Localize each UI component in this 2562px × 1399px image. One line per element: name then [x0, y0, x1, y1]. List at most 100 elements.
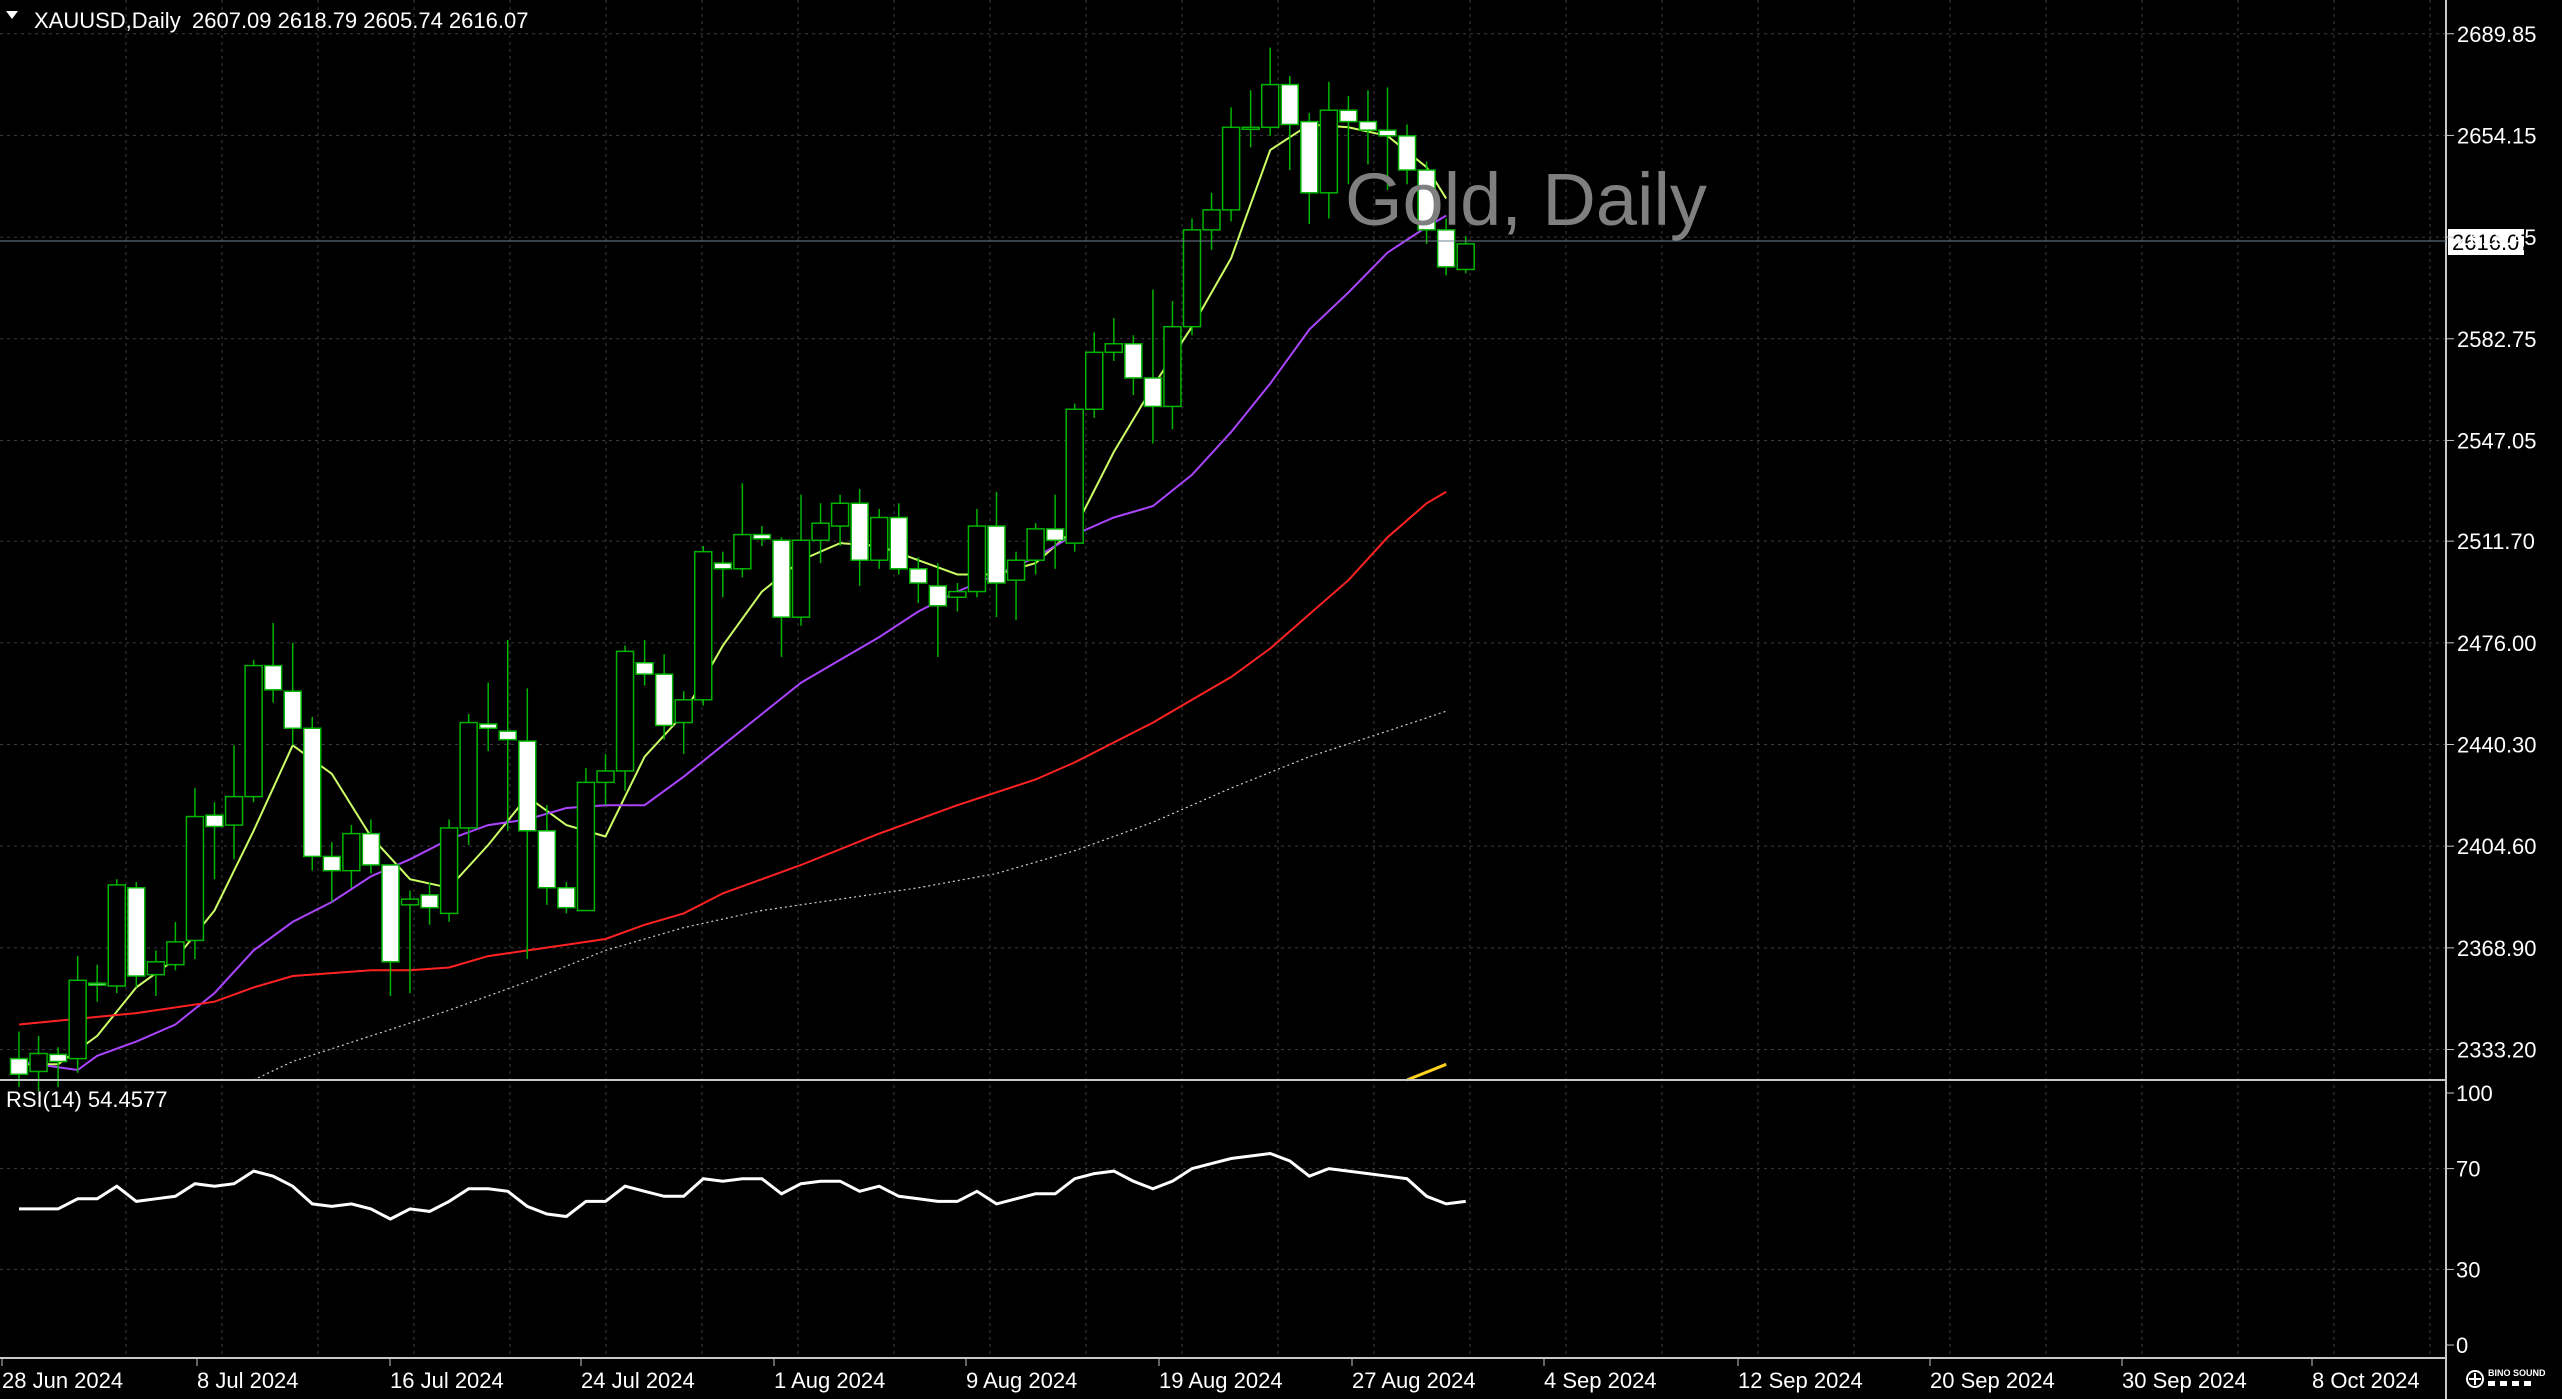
candle-body	[830, 502, 850, 527]
candle-body	[1378, 129, 1397, 137]
candle-body	[1163, 325, 1182, 408]
date-tick-label: 24 Jul 2024	[581, 1368, 695, 1393]
moving-average-ma5	[19, 123, 1448, 1066]
date-tick-label: 8 Jul 2024	[197, 1368, 299, 1393]
date-tick-label: 19 Aug 2024	[1159, 1368, 1283, 1393]
rsi-indicator	[19, 1151, 1466, 1221]
price-tick-label: 2476.00	[2457, 631, 2537, 656]
price-tick-label: 2618.45	[2457, 225, 2537, 250]
candle-body	[146, 961, 166, 976]
date-tick-label: 27 Aug 2024	[1352, 1368, 1476, 1393]
candle-body	[1124, 343, 1143, 379]
candle-body	[694, 550, 713, 701]
price-tick-label: 2511.70	[2457, 529, 2535, 554]
candle-body	[1143, 377, 1163, 408]
current-price-box	[2448, 229, 2524, 255]
rsi-tick-label: 70	[2456, 1157, 2480, 1182]
date-tick-label: 12 Sep 2024	[1738, 1368, 1863, 1393]
candle-body	[654, 673, 674, 727]
moving-average-ma100	[253, 710, 1447, 1081]
candle-body	[1182, 229, 1202, 328]
rsi-tick-label: 100	[2456, 1081, 2493, 1106]
candle-body	[185, 815, 205, 942]
grid-lines	[0, 0, 2446, 1358]
date-tick-label: 4 Sep 2024	[1544, 1368, 1657, 1393]
candle-body	[127, 887, 146, 977]
candle-body	[967, 525, 987, 593]
price-axis[interactable]: 2689.85 2654.15 2618.45 2582.75 2547.05 2511.…	[2446, 22, 2537, 1063]
price-tick-label: 2547.05	[2457, 428, 2537, 453]
candle-body	[459, 721, 478, 829]
candle-body	[811, 522, 830, 542]
candle-body	[1221, 126, 1241, 211]
candle-body	[420, 894, 439, 909]
price-tick-label: 2440.30	[2457, 732, 2537, 757]
candle-body	[1397, 135, 1417, 171]
price-tick-label: 2368.90	[2457, 936, 2537, 961]
candle-body	[68, 979, 87, 1060]
candle-body	[557, 887, 576, 909]
candle-body	[224, 795, 244, 826]
candle-body	[791, 539, 811, 618]
candle-body	[342, 832, 361, 872]
candle-body	[498, 730, 517, 741]
candle-body	[576, 781, 596, 912]
candle-body	[1085, 351, 1104, 411]
rsi-line	[19, 1151, 1466, 1221]
candle-body	[1436, 229, 1456, 268]
candle-body	[1300, 120, 1319, 194]
candle-body	[1241, 126, 1260, 131]
candle-body	[1319, 109, 1339, 194]
date-tick-label: 16 Jul 2024	[390, 1368, 504, 1393]
triangle-down-icon[interactable]	[6, 11, 18, 19]
candle-body	[439, 827, 459, 915]
candle-body	[1339, 109, 1358, 123]
candle-body	[518, 740, 537, 832]
candle-body	[1358, 120, 1378, 131]
candle-body	[1456, 243, 1475, 271]
date-tick-label: 9 Aug 2024	[966, 1368, 1077, 1393]
chart-watermark: Gold, Daily	[1345, 158, 1707, 241]
price-tick-label: 2404.60	[2457, 834, 2537, 859]
candle-body	[1202, 209, 1221, 231]
candle-body	[9, 1057, 29, 1076]
moving-average-ma200	[1406, 1062, 1447, 1082]
candle-body	[1417, 169, 1436, 231]
candle-body	[928, 585, 948, 607]
candle-body	[1104, 343, 1124, 354]
date-axis[interactable]: 28 Jun 2024 8 Jul 2024 16 Jul 2024 24 Jul 2…	[1, 1358, 2420, 1393]
candle-body	[322, 855, 342, 872]
candle-body	[909, 568, 928, 584]
candle-body	[596, 770, 615, 784]
price-tick-label: 2689.85	[2457, 22, 2537, 47]
candle-body	[205, 814, 224, 828]
rsi-tick-label: 30	[2456, 1257, 2480, 1282]
candle-body	[400, 898, 420, 906]
logo-text: BINO SOUND	[2488, 1368, 2546, 1378]
candle-body	[869, 516, 889, 561]
candle-body	[107, 884, 126, 987]
candle-body	[48, 1053, 68, 1063]
candle-body	[850, 502, 869, 561]
candle-body	[29, 1052, 48, 1073]
candle-body	[889, 516, 908, 570]
candle-body	[1065, 408, 1084, 544]
candle-body	[752, 533, 772, 540]
candle-body	[733, 533, 752, 570]
candle-body	[478, 723, 498, 730]
candle-body	[283, 690, 302, 730]
rsi-axis: 100 70 30 0	[2446, 1081, 2493, 1358]
candle-body	[713, 562, 733, 570]
date-tick-label: 8 Oct 2024	[2312, 1368, 2420, 1393]
date-tick-label: 30 Sep 2024	[2122, 1368, 2247, 1393]
date-tick-label: 1 Aug 2024	[774, 1368, 885, 1393]
candle-body	[87, 982, 107, 986]
symbol-label: XAUUSD,Daily	[34, 8, 181, 33]
binosound-logo-icon: BINO SOUND	[2466, 1368, 2546, 1388]
candle-body	[537, 830, 557, 889]
candle-body	[615, 650, 635, 772]
candlesticks	[9, 47, 1475, 1092]
date-tick-label: 28 Jun 2024	[2, 1368, 123, 1393]
